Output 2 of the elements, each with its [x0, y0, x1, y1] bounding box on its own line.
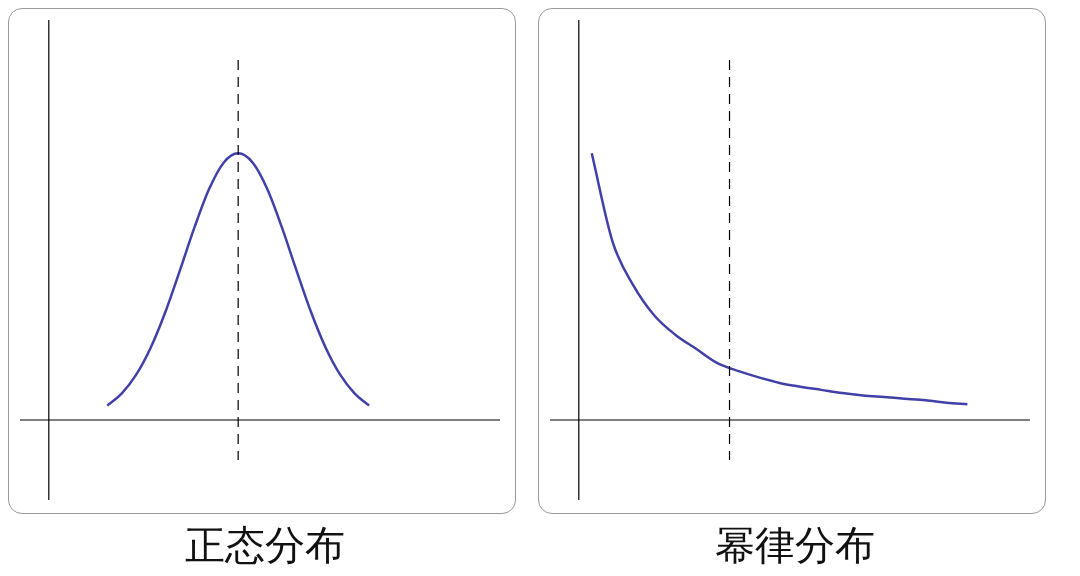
text: 正态分布	[184, 521, 346, 570]
text: 幂律分布	[714, 521, 876, 570]
